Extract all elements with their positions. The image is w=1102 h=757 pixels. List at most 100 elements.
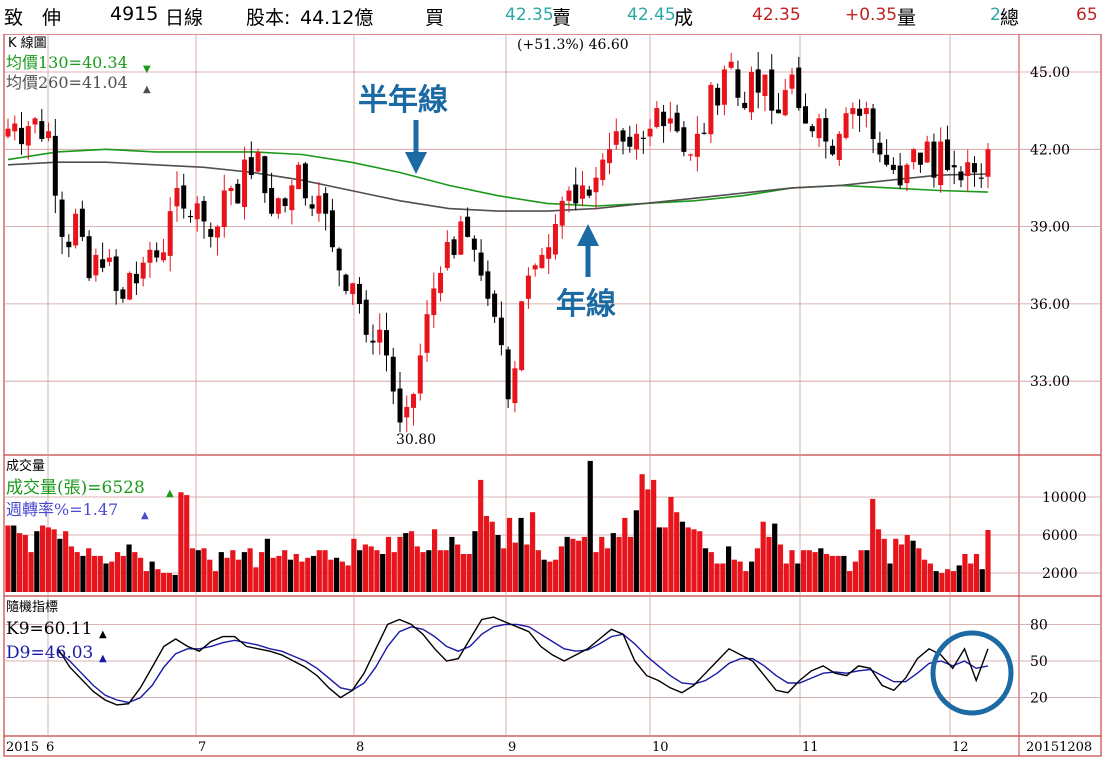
volume-bar (720, 563, 726, 592)
volume-bar (368, 546, 374, 592)
volume-bar (126, 544, 132, 592)
year-line-label: 年線 (556, 287, 616, 322)
volume-bar (103, 563, 109, 592)
candle-body (978, 177, 984, 179)
kd-panel-title: 隨機指標 (6, 600, 58, 615)
volume-bar (743, 571, 749, 592)
candle-body (532, 265, 538, 270)
candle-body (715, 87, 721, 106)
volume-bar (39, 525, 46, 592)
candle-body (309, 204, 315, 209)
volume-bar (483, 516, 490, 592)
volume-bar (783, 563, 789, 592)
candle-body (857, 108, 863, 116)
ma130-label: 均價130=40.34 (6, 53, 128, 72)
volume-bar (57, 538, 63, 592)
candle-body (336, 248, 342, 271)
price-tick-label: 42.00 (1030, 142, 1070, 158)
ma130-trend-icon: ▼ (143, 64, 151, 75)
volume-bar (697, 531, 703, 592)
total-label: 總 (1000, 7, 1020, 29)
candle-body (944, 139, 950, 170)
candle-body (634, 133, 640, 150)
volume-bar (345, 565, 351, 592)
ma260-trend-icon: ▲ (143, 84, 151, 95)
volume-tick-label: 2000 (1042, 566, 1078, 582)
volume-bar (731, 559, 737, 592)
volume-bar (45, 527, 51, 592)
volume-bar (437, 550, 443, 592)
candle-body (46, 131, 52, 139)
volume-bar (916, 548, 922, 592)
volume-bar (818, 548, 824, 592)
volume-bar (218, 552, 224, 592)
candle-body (843, 113, 849, 138)
volume-bar (795, 563, 801, 592)
volume-bar (224, 557, 230, 592)
month-label: 7 (198, 740, 206, 755)
volume-bar (460, 554, 467, 592)
candle-body (323, 193, 329, 214)
volume-bar (420, 552, 426, 592)
candle-body (667, 118, 673, 124)
candle-body (444, 242, 450, 268)
candle-body (593, 177, 599, 193)
volume-bar (760, 521, 766, 592)
volume-bar (725, 546, 732, 592)
volume-bar (864, 550, 870, 592)
candle-body (870, 108, 876, 139)
volume-label: 量 (897, 7, 917, 29)
volume-bar (656, 527, 663, 592)
candle-body (451, 239, 457, 255)
candle-body (404, 406, 410, 418)
volume-bar (264, 538, 271, 592)
candle-body (613, 131, 619, 145)
candle-body (411, 394, 417, 408)
candle-body (620, 130, 626, 142)
candle-body (417, 355, 423, 394)
candle-body (647, 128, 653, 137)
volume-value: 2 (990, 5, 1001, 25)
candle-body (546, 247, 552, 259)
volume-bar (627, 536, 634, 592)
candle-body (194, 203, 200, 220)
volume-bars (5, 460, 991, 592)
volume-bar (253, 567, 259, 592)
candle-body (735, 69, 741, 98)
ask-label: 賣 (552, 7, 572, 29)
candle-body (782, 90, 788, 116)
turnover-label: 週轉率%=1.47 (6, 500, 118, 519)
candle-body (438, 272, 444, 294)
volume-bar (956, 565, 962, 592)
volume-bar (189, 548, 196, 592)
volume-bar (489, 521, 495, 592)
candle-body (12, 123, 18, 132)
candle-body (836, 133, 842, 160)
volume-bar (979, 569, 985, 592)
volume-bar (403, 533, 409, 592)
volume-bar (812, 552, 818, 592)
volume-bar (241, 552, 247, 592)
volume-bar (904, 535, 910, 592)
volume-bar (132, 552, 138, 592)
candle-body (52, 135, 58, 196)
candle-body (100, 259, 106, 268)
candle-body (640, 137, 646, 139)
volume-bar (558, 546, 565, 592)
candle-body (971, 163, 977, 173)
volume-bar (247, 548, 253, 592)
month-label: 9 (508, 740, 516, 755)
candle-body (458, 221, 464, 255)
candle-body (688, 154, 694, 156)
volume-bar (806, 550, 812, 592)
candle-body (627, 136, 633, 147)
k9-label: K9=60.11 (6, 619, 92, 639)
half-year-line-label: 半年線 (358, 83, 448, 118)
volume-bar (316, 550, 322, 592)
candle-body (708, 84, 714, 135)
volume-bar (968, 563, 974, 592)
candle-body (796, 67, 802, 109)
candle-body (316, 195, 322, 214)
candle-body (755, 69, 761, 93)
candle-body (681, 127, 687, 152)
